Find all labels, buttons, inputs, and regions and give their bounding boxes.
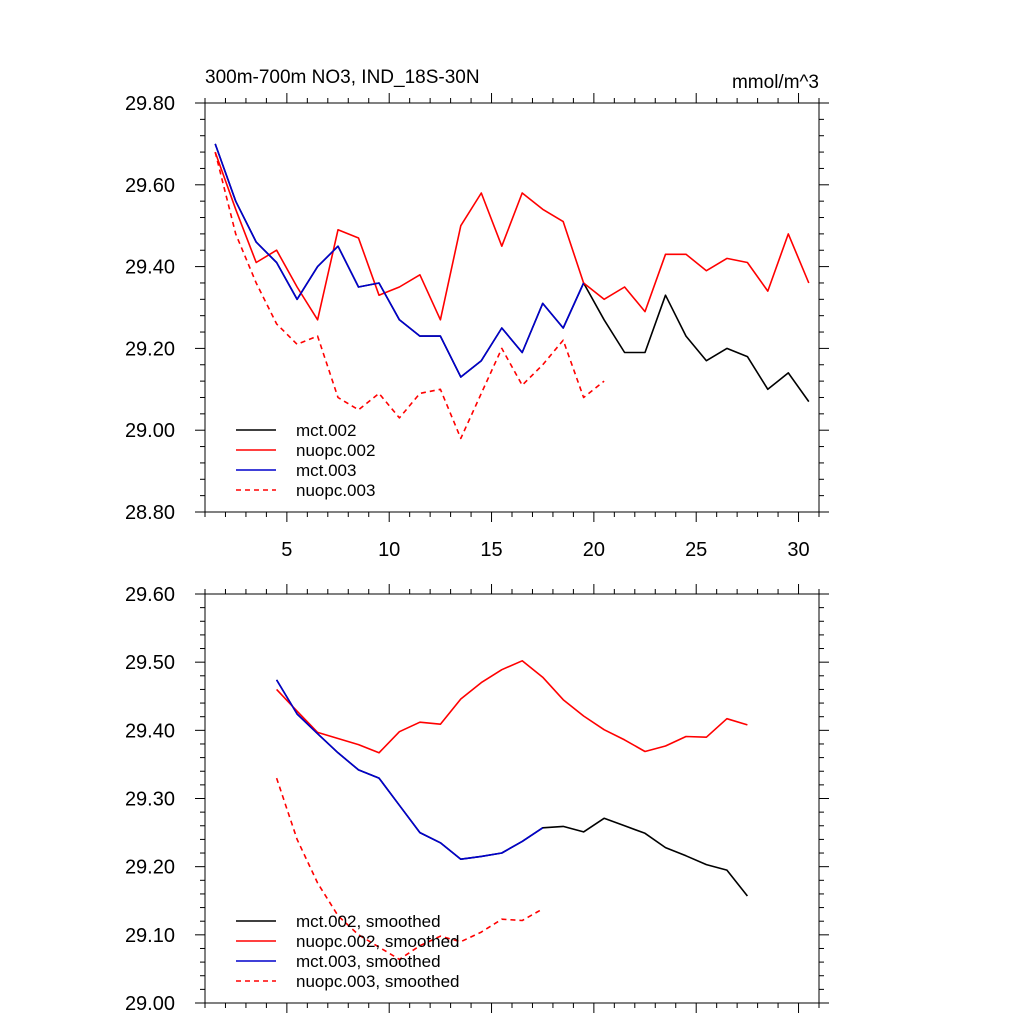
y-tick-label: 29.20 bbox=[125, 857, 175, 879]
units-label: mmol/m^3 bbox=[732, 72, 819, 93]
x-tick-label: 10 bbox=[378, 539, 400, 561]
series-line-mct-003 bbox=[214, 143, 585, 378]
y-tick-label: 29.40 bbox=[125, 257, 175, 279]
y-tick-label: 29.40 bbox=[125, 720, 175, 742]
legend-label: nuopc.003 bbox=[296, 481, 375, 500]
series-line-nuopc-002-smoothed bbox=[276, 659, 748, 754]
y-tick-label: 29.50 bbox=[125, 652, 175, 674]
legend-label: nuopc.002, smoothed bbox=[296, 932, 460, 951]
x-tick-label: 30 bbox=[787, 539, 809, 561]
legend-label: nuopc.003, smoothed bbox=[296, 972, 460, 991]
legend-label: mct.003, smoothed bbox=[296, 952, 441, 971]
y-tick-label: 29.00 bbox=[125, 420, 175, 442]
y-tick-label: 28.80 bbox=[125, 502, 175, 524]
y-tick-label: 29.00 bbox=[125, 993, 175, 1015]
series-line-nuopc-003 bbox=[214, 151, 605, 440]
chart-title: 300m-700m NO3, IND_18S-30N bbox=[205, 67, 480, 88]
series-line-mct-003-smoothed bbox=[275, 679, 544, 861]
x-tick-label: 25 bbox=[685, 539, 707, 561]
legend-label: nuopc.002 bbox=[296, 441, 375, 460]
x-tick-label: 20 bbox=[583, 539, 605, 561]
legend-label: mct.002 bbox=[296, 421, 356, 440]
y-tick-label: 29.10 bbox=[125, 925, 175, 947]
series-line-mct-002-smoothed bbox=[275, 679, 749, 897]
x-tick-label: 15 bbox=[480, 539, 502, 561]
y-tick-label: 29.60 bbox=[125, 584, 175, 606]
bottom-panel: 29.00 29.10 29.20 29.30 29.40 29.50 29.60 mct.0… bbox=[125, 584, 829, 1015]
series-line-nuopc-002 bbox=[214, 151, 810, 321]
legend-label: mct.003 bbox=[296, 461, 356, 480]
top-panel: 5 10 15 20 25 30 28.80 29.00 29.20 29.40 29.60 29.8… bbox=[125, 67, 829, 561]
y-tick-label: 29.20 bbox=[125, 338, 175, 360]
legend-label: mct.002, smoothed bbox=[296, 912, 441, 931]
y-tick-label: 29.60 bbox=[125, 175, 175, 197]
y-tick-label: 29.80 bbox=[125, 93, 175, 115]
series-line-mct-002 bbox=[214, 143, 810, 403]
y-tick-label: 29.30 bbox=[125, 789, 175, 811]
x-tick-label: 5 bbox=[281, 539, 292, 561]
series-line-nuopc-003-smoothed bbox=[275, 777, 544, 961]
